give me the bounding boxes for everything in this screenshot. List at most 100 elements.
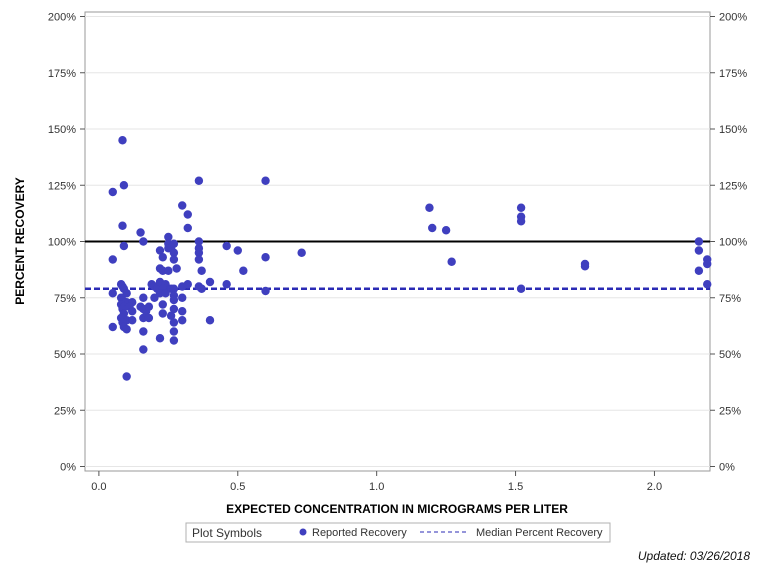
data-point	[144, 302, 154, 311]
data-point	[194, 248, 204, 257]
legend: Plot Symbols Reported Recovery Median Pe…	[185, 522, 611, 543]
data-point	[169, 336, 179, 345]
y-tick-label: 25%	[54, 405, 76, 417]
data-point	[119, 241, 129, 251]
data-point	[136, 228, 145, 237]
data-point	[139, 327, 148, 336]
data-point	[205, 277, 215, 287]
y-tick-label-right: 50%	[719, 349, 741, 361]
x-tick-label: 0.0	[91, 481, 106, 493]
y-tick-label: 75%	[54, 293, 76, 305]
x-axis-title: EXPECTED CONCENTRATION IN MICROGRAMS PER…	[226, 502, 568, 516]
data-point	[178, 293, 187, 302]
data-point	[222, 241, 231, 251]
data-point	[139, 345, 148, 354]
x-tick-label: 1.0	[369, 481, 384, 493]
y-tick-label: 0%	[60, 462, 76, 474]
data-point	[164, 232, 173, 242]
data-point	[118, 136, 127, 145]
data-point	[118, 221, 127, 230]
data-point	[122, 372, 131, 381]
data-point	[261, 176, 270, 185]
gridlines	[85, 16, 710, 467]
data-point	[169, 304, 179, 314]
y-tick-label-right: 0%	[719, 462, 735, 474]
y-tick-label: 200%	[48, 12, 76, 24]
data-point	[108, 255, 117, 264]
y-axis-right: 0% 25% 50% 75% 100% 125% 150% 175% 200%	[710, 12, 747, 474]
data-point	[183, 280, 192, 289]
data-point	[139, 237, 148, 246]
legend-title: Plot Symbols	[192, 526, 262, 540]
data-point	[694, 266, 704, 275]
x-tick-label: 0.5	[230, 481, 245, 493]
data-point	[580, 262, 590, 271]
data-point	[441, 226, 451, 235]
y-tick-label: 100%	[48, 237, 76, 249]
data-point	[239, 266, 248, 275]
data-point	[183, 210, 192, 219]
data-point	[425, 203, 434, 212]
data-point	[194, 176, 204, 185]
data-point	[178, 201, 187, 210]
data-point	[169, 284, 179, 293]
y-tick-label-right: 150%	[719, 124, 747, 136]
data-point	[447, 257, 456, 266]
data-point	[233, 246, 242, 255]
legend-marker-reported	[299, 528, 307, 536]
data-point	[194, 255, 204, 264]
legend-label-median: Median Percent Recovery	[476, 527, 603, 539]
data-point	[297, 248, 306, 257]
data-point	[516, 284, 526, 293]
data-point	[197, 266, 206, 275]
data-point	[169, 327, 179, 336]
y-axis-left: 0% 25% 50% 75% 100% 125% 150% 175% 200%	[48, 12, 85, 474]
y-tick-label: 150%	[48, 124, 76, 136]
data-point	[108, 187, 117, 197]
y-tick-label: 125%	[48, 180, 76, 192]
x-axis: 0.0 0.5 1.0 1.5 2.0	[91, 471, 662, 493]
y-axis-title: PERCENT RECOVERY	[13, 177, 27, 305]
data-point	[169, 248, 179, 257]
data-point	[222, 280, 231, 289]
y-tick-label-right: 125%	[719, 180, 747, 192]
data-point	[172, 264, 181, 273]
y-tick-label-right: 75%	[719, 293, 741, 305]
legend-label-reported: Reported Recovery	[312, 527, 407, 539]
data-point	[516, 203, 526, 212]
y-tick-label-right: 100%	[719, 237, 747, 249]
data-point	[108, 322, 117, 332]
data-point	[428, 223, 437, 233]
data-point	[155, 246, 165, 255]
data-point	[197, 284, 206, 293]
y-tick-label: 50%	[54, 349, 76, 361]
data-point	[158, 300, 167, 309]
data-point	[139, 293, 148, 302]
data-point	[150, 293, 159, 302]
y-tick-label-right: 25%	[719, 405, 741, 417]
data-point	[703, 259, 712, 269]
data-point	[155, 334, 165, 343]
data-point	[194, 237, 204, 246]
data-point	[169, 255, 179, 264]
data-point	[516, 217, 526, 226]
data-point	[169, 295, 179, 305]
data-point	[122, 325, 131, 334]
data-point	[128, 307, 137, 316]
x-tick-label: 1.5	[508, 481, 523, 493]
data-point	[205, 316, 215, 325]
x-tick-label: 2.0	[647, 481, 662, 493]
data-point	[694, 237, 704, 246]
data-point	[261, 286, 270, 296]
data-point	[169, 239, 179, 248]
data-point	[128, 316, 137, 325]
data-point	[119, 181, 129, 190]
data-point	[108, 289, 117, 298]
legend-box	[185, 522, 611, 543]
data-point	[694, 246, 704, 255]
updated-date: Updated: 03/26/2018	[637, 549, 750, 563]
data-point	[144, 313, 154, 323]
y-tick-label: 175%	[48, 68, 76, 80]
data-point	[178, 307, 187, 316]
